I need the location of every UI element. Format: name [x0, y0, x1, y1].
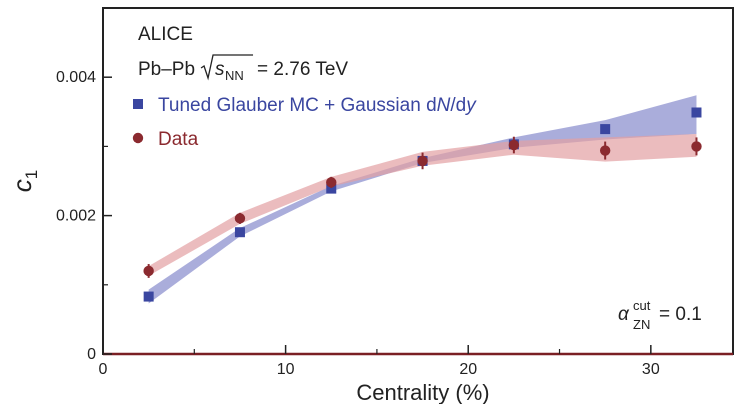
data-point	[691, 141, 702, 152]
collision-system-label: Pb–Pb s NN = 2.76 TeV	[138, 54, 348, 83]
x-axis: 0 10 20 30	[99, 345, 733, 378]
x-axis-title: Centrality (%)	[356, 380, 489, 404]
y-axis-title: c1	[7, 170, 41, 192]
legend-label-data: Data	[158, 129, 199, 150]
data-point	[326, 177, 337, 188]
x-tick-label: 20	[459, 361, 477, 378]
legend-label-glauber: Tuned Glauber MC + Gaussian dN/dy	[158, 95, 477, 116]
y-tick-label: 0	[87, 346, 96, 363]
glauber-point	[600, 124, 611, 135]
alpha-symbol: α	[618, 304, 630, 325]
system-subscript: NN	[225, 68, 244, 83]
legend-marker-glauber	[133, 99, 143, 109]
y-axis: 0 0.002 0.004	[56, 69, 112, 363]
data-point	[143, 265, 154, 277]
uncertainty-band-glauber	[148, 95, 697, 304]
system-energy: = 2.76 TeV	[257, 59, 348, 80]
legend: Tuned Glauber MC + Gaussian dN/dy Data	[132, 95, 477, 150]
alpha-value: = 0.1	[659, 304, 702, 325]
experiment-label: ALICE	[138, 24, 193, 45]
sqrt-sign	[200, 54, 254, 81]
y-tick-label: 0.002	[56, 208, 96, 225]
glauber-point	[143, 291, 154, 302]
legend-label-part: y	[464, 95, 477, 116]
data-series	[143, 107, 702, 302]
legend-label-part: /d	[450, 95, 466, 116]
y-tick-label: 0.004	[56, 69, 96, 86]
legend-label-part: Tuned Glauber MC + Gaussian d	[158, 95, 437, 116]
y-axis-title-symbol: c	[7, 179, 37, 192]
y-axis-title-subscript: 1	[22, 170, 41, 179]
data-point	[508, 139, 520, 151]
system-s: s	[215, 59, 225, 80]
data-point	[417, 155, 428, 167]
data-point	[234, 213, 246, 224]
system-prefix: Pb–Pb	[138, 59, 195, 80]
x-tick-label: 0	[99, 361, 108, 378]
x-tick-label: 30	[642, 361, 660, 378]
legend-label-part: N	[437, 95, 451, 116]
x-tick-label: 10	[277, 361, 295, 378]
data-point	[599, 145, 611, 156]
glauber-point	[234, 227, 245, 238]
alpha-annotation: α cut ZN = 0.1	[618, 298, 702, 332]
glauber-point	[326, 183, 337, 194]
legend-label-part: Data	[158, 129, 199, 150]
uncertainty-bands	[148, 95, 697, 304]
alpha-subscript: ZN	[633, 317, 650, 332]
alpha-superscript: cut	[633, 298, 651, 313]
legend-marker-data	[132, 132, 144, 144]
glauber-point	[691, 107, 702, 118]
